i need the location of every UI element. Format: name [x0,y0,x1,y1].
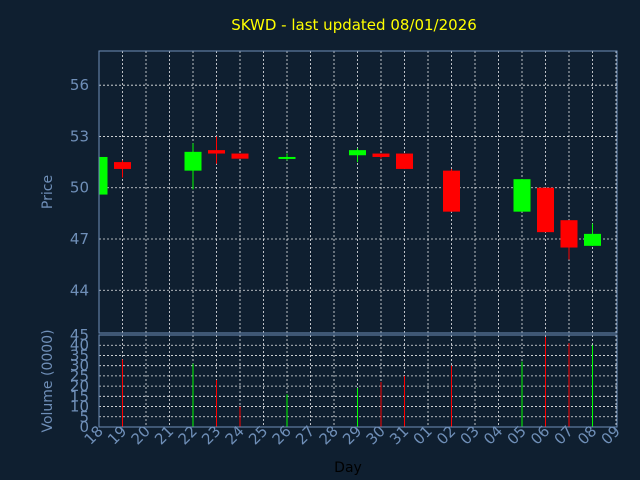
x-tick-label: 20 [128,422,154,448]
candle [372,153,390,159]
x-tick-label: 08 [574,422,600,448]
price-tick-label: 44 [70,281,89,299]
x-tick-label: 24 [222,422,248,448]
candle [278,153,296,161]
candle [513,179,531,212]
price-candles [98,136,601,260]
candle-body [99,156,108,195]
chart-title: SKWD - last updated 08/01/2026 [231,16,477,34]
x-tick-label: 21 [151,422,177,448]
x-tick-label: 22 [175,422,201,448]
volume-tick-label: 40 [70,336,89,354]
volume-tick-label: 15 [70,387,89,405]
candle-body [349,150,366,156]
volume-tick-label: 0 [79,418,89,436]
volume-panel-frame [98,334,618,428]
candle-body [396,153,413,169]
price-panel: 44 47 50 53 56 Price [40,50,618,334]
x-tick-labels: 1819202122232425262728293031010203040506… [81,422,624,448]
candle-body [443,170,460,212]
x-tick-label: 25 [245,422,271,448]
x-tick-label: 23 [198,422,224,448]
x-tick-label: 07 [551,422,577,448]
price-tick-label: 53 [70,127,89,145]
candle-body [184,151,202,171]
x-tick-label: 31 [386,422,412,448]
volume-tick-label: 20 [70,377,89,395]
x-tick-label: 06 [527,422,553,448]
volume-tick-label: 5 [79,408,89,426]
x-axis-label: Day [334,460,362,476]
x-tick-label: 04 [480,422,506,448]
price-tick-labels: 44 47 50 53 56 [70,76,89,299]
candle-body [278,156,296,159]
x-tick-label: 29 [339,422,365,448]
candle [560,220,578,260]
volume-tick-label: 10 [70,398,89,416]
candle [98,156,108,195]
price-axis-label: Price [40,175,56,209]
candle [231,153,249,159]
candle-body [513,179,531,212]
candle-body [231,153,249,159]
candle [184,143,202,190]
volume-tick-label: 25 [70,367,89,385]
price-tick-label: 47 [70,230,89,248]
price-tick-label: 50 [70,179,89,197]
candle-body [114,162,131,169]
candle-body [372,153,390,157]
candle [208,136,225,164]
volume-tick-label: 30 [70,357,89,375]
candle [584,223,601,246]
candle-body [560,220,578,248]
price-tick-label: 56 [70,76,89,94]
candle-body [584,233,601,246]
price-panel-frame [98,50,618,334]
candle [443,168,460,212]
x-tick-label: 27 [292,422,318,448]
x-tick-label: 03 [457,422,483,448]
candle [114,160,131,178]
x-tick-label: 26 [269,422,295,448]
x-tick-label: 01 [410,422,436,448]
volume-tick-label: 45 [70,326,89,344]
x-tick-label: 05 [504,422,530,448]
x-tick-label: 28 [316,422,342,448]
candle [537,187,554,233]
candle-body [537,187,554,233]
candle [349,148,366,163]
x-tick-label: 09 [598,422,624,448]
x-tick-label: 30 [363,422,389,448]
volume-bars [122,337,593,427]
volume-axis-label: Volume (0000) [40,329,56,432]
x-tick-label: 02 [433,422,459,448]
x-tick-label: 19 [104,422,130,448]
candle-body [208,150,225,154]
volume-tick-label: 35 [70,346,89,364]
candle [396,153,413,169]
